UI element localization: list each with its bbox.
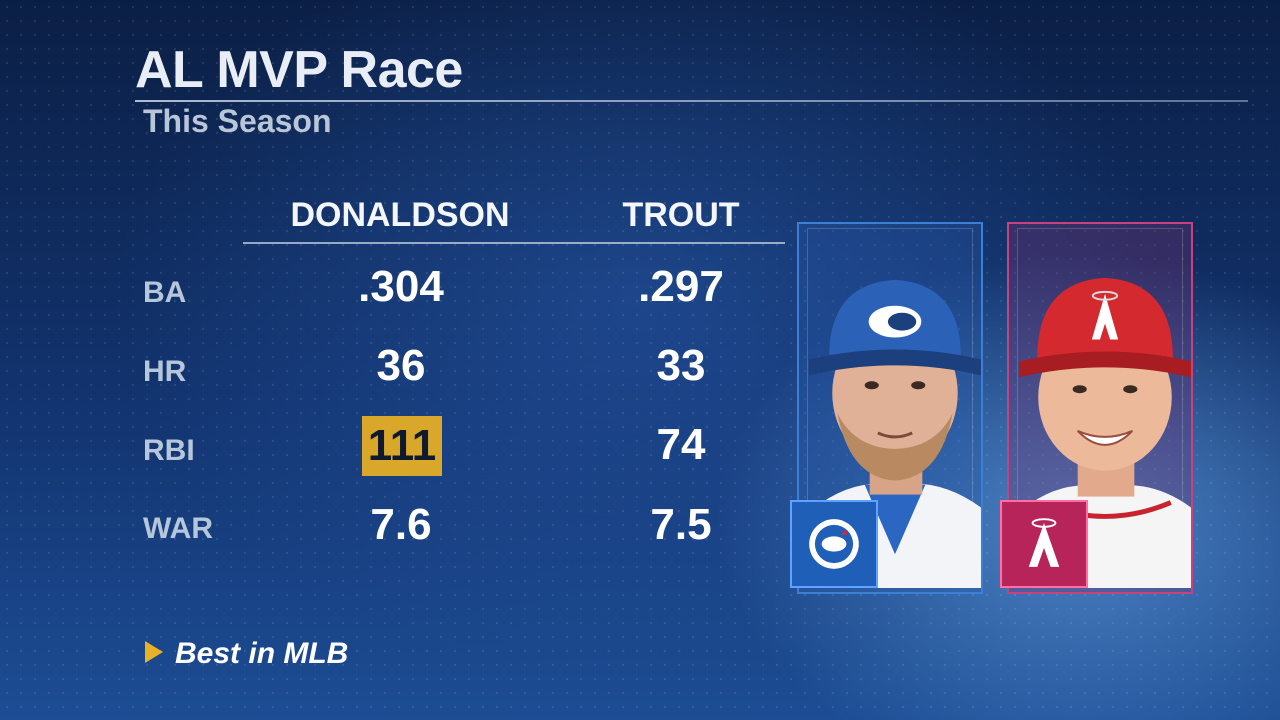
stat-value-trout-rbi: 74 <box>656 420 706 469</box>
player-card-donaldson <box>790 222 983 594</box>
page-title: AL MVP Race <box>135 41 463 99</box>
page-subtitle: This Season <box>143 103 332 139</box>
stat-value-trout-war: 7.5 <box>650 500 712 549</box>
triangle-icon <box>145 641 163 664</box>
player-header-donaldson: DONALDSON <box>290 196 510 234</box>
title-divider <box>135 100 1248 102</box>
stat-label-war: WAR <box>143 512 213 545</box>
player-header-trout: TROUT <box>622 196 740 234</box>
stat-value-donaldson-war: 7.6 <box>370 500 432 549</box>
angels-logo <box>1000 500 1088 588</box>
stat-label-ba: BA <box>143 276 187 309</box>
header-divider <box>243 242 785 244</box>
stat-value-trout-hr: 33 <box>656 341 706 390</box>
stat-label-rbi: RBI <box>143 434 195 467</box>
stat-label-hr: HR <box>143 355 187 388</box>
stat-value-trout-ba: .297 <box>638 262 724 311</box>
stat-value-donaldson-ba: .304 <box>358 262 444 311</box>
player-card-trout <box>1000 222 1193 594</box>
stat-value-donaldson-hr: 36 <box>376 341 426 390</box>
blue-jays-logo <box>790 500 878 588</box>
legend-best-in-mlb: Best in MLB <box>145 637 348 671</box>
stat-value-donaldson-rbi: 111 <box>302 416 502 476</box>
best-highlight-badge: 111 <box>361 416 443 476</box>
legend-label: Best in MLB <box>175 637 349 670</box>
